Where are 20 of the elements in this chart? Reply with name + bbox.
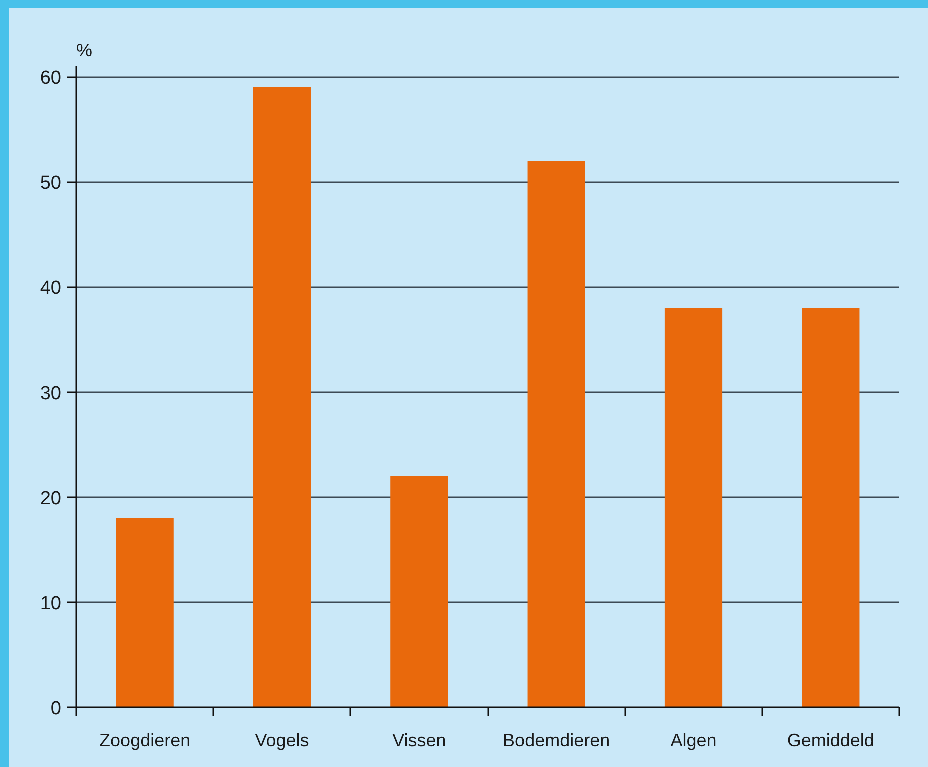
bar xyxy=(253,88,312,708)
y-tick-label: 40 xyxy=(40,278,62,300)
y-tick-label: 20 xyxy=(40,488,62,510)
x-tick-label: Vogels xyxy=(255,730,310,750)
x-tick-label: Algen xyxy=(670,730,717,750)
bar xyxy=(116,518,174,708)
bar xyxy=(390,476,448,708)
y-tick-label: 0 xyxy=(50,698,62,720)
x-tick-label: Bodemdieren xyxy=(503,730,610,750)
y-tick-label: 60 xyxy=(40,68,62,90)
y-tick-label: 30 xyxy=(40,383,62,404)
bar xyxy=(664,308,723,708)
x-tick-label: Zoogdieren xyxy=(100,730,191,750)
y-tick-label: 50 xyxy=(40,173,62,194)
x-tick-label: Gemiddeld xyxy=(787,730,874,750)
x-tick-label: Vissen xyxy=(392,730,446,750)
y-axis-title: % xyxy=(76,40,93,60)
bar xyxy=(802,308,860,708)
y-tick-label: 10 xyxy=(40,593,62,614)
bar xyxy=(528,161,586,708)
